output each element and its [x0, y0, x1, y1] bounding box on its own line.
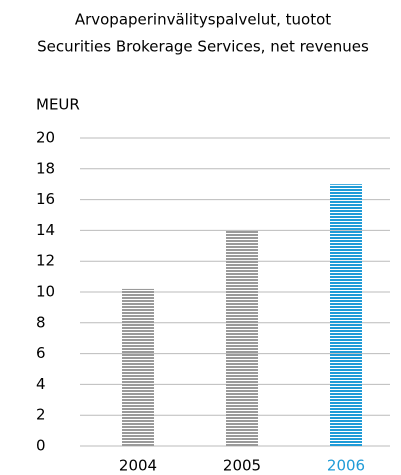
y-axis-label: MEUR	[36, 96, 80, 114]
y-tick-label: 14	[36, 221, 55, 239]
bar	[122, 288, 154, 446]
bar	[330, 184, 362, 446]
y-tick-label: 10	[36, 283, 55, 301]
y-tick-label: 6	[36, 344, 46, 362]
y-tick-label: 12	[36, 252, 55, 270]
y-tick-label: 18	[36, 159, 55, 177]
x-tick-label: 2005	[223, 457, 261, 475]
bar	[226, 230, 258, 446]
y-tick-label: 0	[36, 437, 46, 455]
x-tick-label: 2004	[119, 457, 157, 475]
chart-title: Arvopaperinvälityspalvelut, tuotot	[75, 11, 331, 29]
y-tick-label: 4	[36, 375, 46, 393]
x-tick-label: 2006	[327, 457, 365, 475]
chart-subtitle: Securities Brokerage Services, net reven…	[37, 38, 369, 56]
y-tick-label: 2	[36, 406, 46, 424]
y-tick-label: 16	[36, 190, 55, 208]
y-tick-label: 20	[36, 129, 55, 147]
y-tick-label: 8	[36, 313, 46, 331]
